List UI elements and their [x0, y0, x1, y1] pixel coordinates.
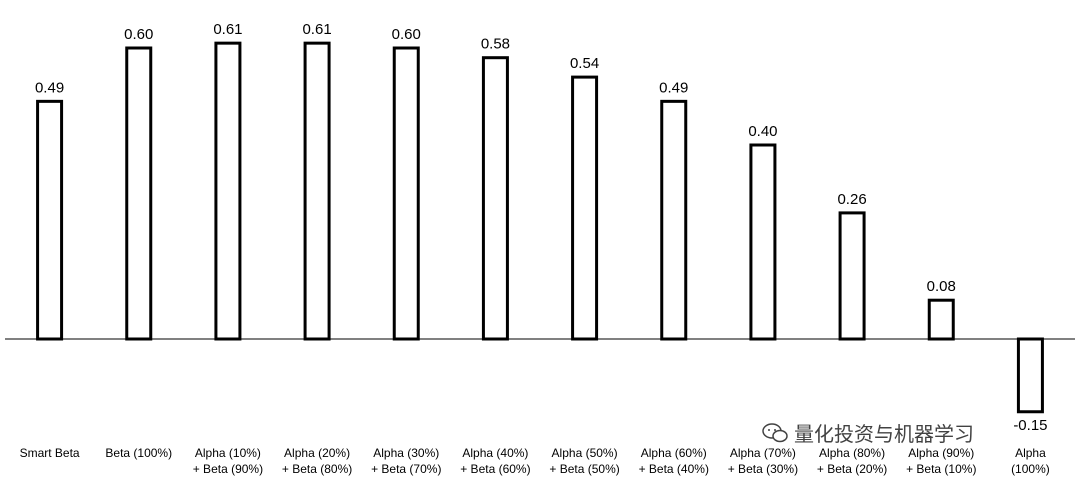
data-label: 0.60 — [124, 26, 153, 43]
bar — [214, 41, 242, 341]
bar — [660, 99, 688, 341]
wechat-icon — [762, 422, 788, 442]
category-label: Alpha (100%) — [1011, 446, 1050, 476]
category-label: Alpha (60%) + Beta (40%) — [639, 446, 709, 476]
data-label: 0.61 — [302, 21, 331, 38]
category-label: Alpha (10%) + Beta (90%) — [193, 446, 263, 476]
data-label: 0.40 — [748, 123, 777, 140]
category-labels-group: Smart Beta Beta (100%) Alpha (10%) + Beta (… — [20, 446, 1050, 476]
category-label: Alpha (90%) + Beta (10%) — [906, 446, 976, 476]
bars-group — [36, 41, 1044, 414]
category-label: Alpha (40%) + Beta (60%) — [460, 446, 530, 476]
bar — [392, 46, 420, 341]
category-label: Alpha (20%) + Beta (80%) — [282, 446, 352, 476]
category-label: Alpha (30%) + Beta (70%) — [371, 446, 441, 476]
data-label: -0.15 — [1013, 417, 1047, 434]
bar — [838, 211, 866, 341]
watermark-text: 量化投资与机器学习 — [794, 422, 974, 446]
data-label: 0.49 — [659, 79, 688, 96]
bar — [303, 41, 331, 341]
bar — [36, 99, 64, 341]
bar — [1016, 337, 1044, 414]
watermark: 量化投资与机器学习 — [762, 418, 974, 447]
data-label: 0.54 — [570, 55, 599, 72]
data-label: 0.60 — [392, 26, 421, 43]
bar — [481, 56, 509, 341]
category-label: Alpha (80%) + Beta (20%) — [817, 446, 887, 476]
category-label: Alpha (50%) + Beta (50%) — [549, 446, 619, 476]
data-label: 0.61 — [213, 21, 242, 38]
bar — [125, 46, 153, 341]
bar — [927, 298, 955, 341]
value-labels-group: 0.49 0.60 0.61 0.61 0.60 0.58 0.54 0.49 0.40 0.26… — [35, 21, 1048, 434]
data-label: 0.26 — [837, 191, 866, 208]
data-label: 0.58 — [481, 36, 510, 53]
category-label: Alpha (70%) + Beta (30%) — [728, 446, 798, 476]
bar — [571, 75, 599, 341]
category-label: Smart Beta — [20, 446, 80, 460]
data-label: 0.08 — [927, 278, 956, 295]
data-label: 0.49 — [35, 79, 64, 96]
bar — [749, 143, 777, 341]
category-label: Beta (100%) — [105, 446, 172, 460]
